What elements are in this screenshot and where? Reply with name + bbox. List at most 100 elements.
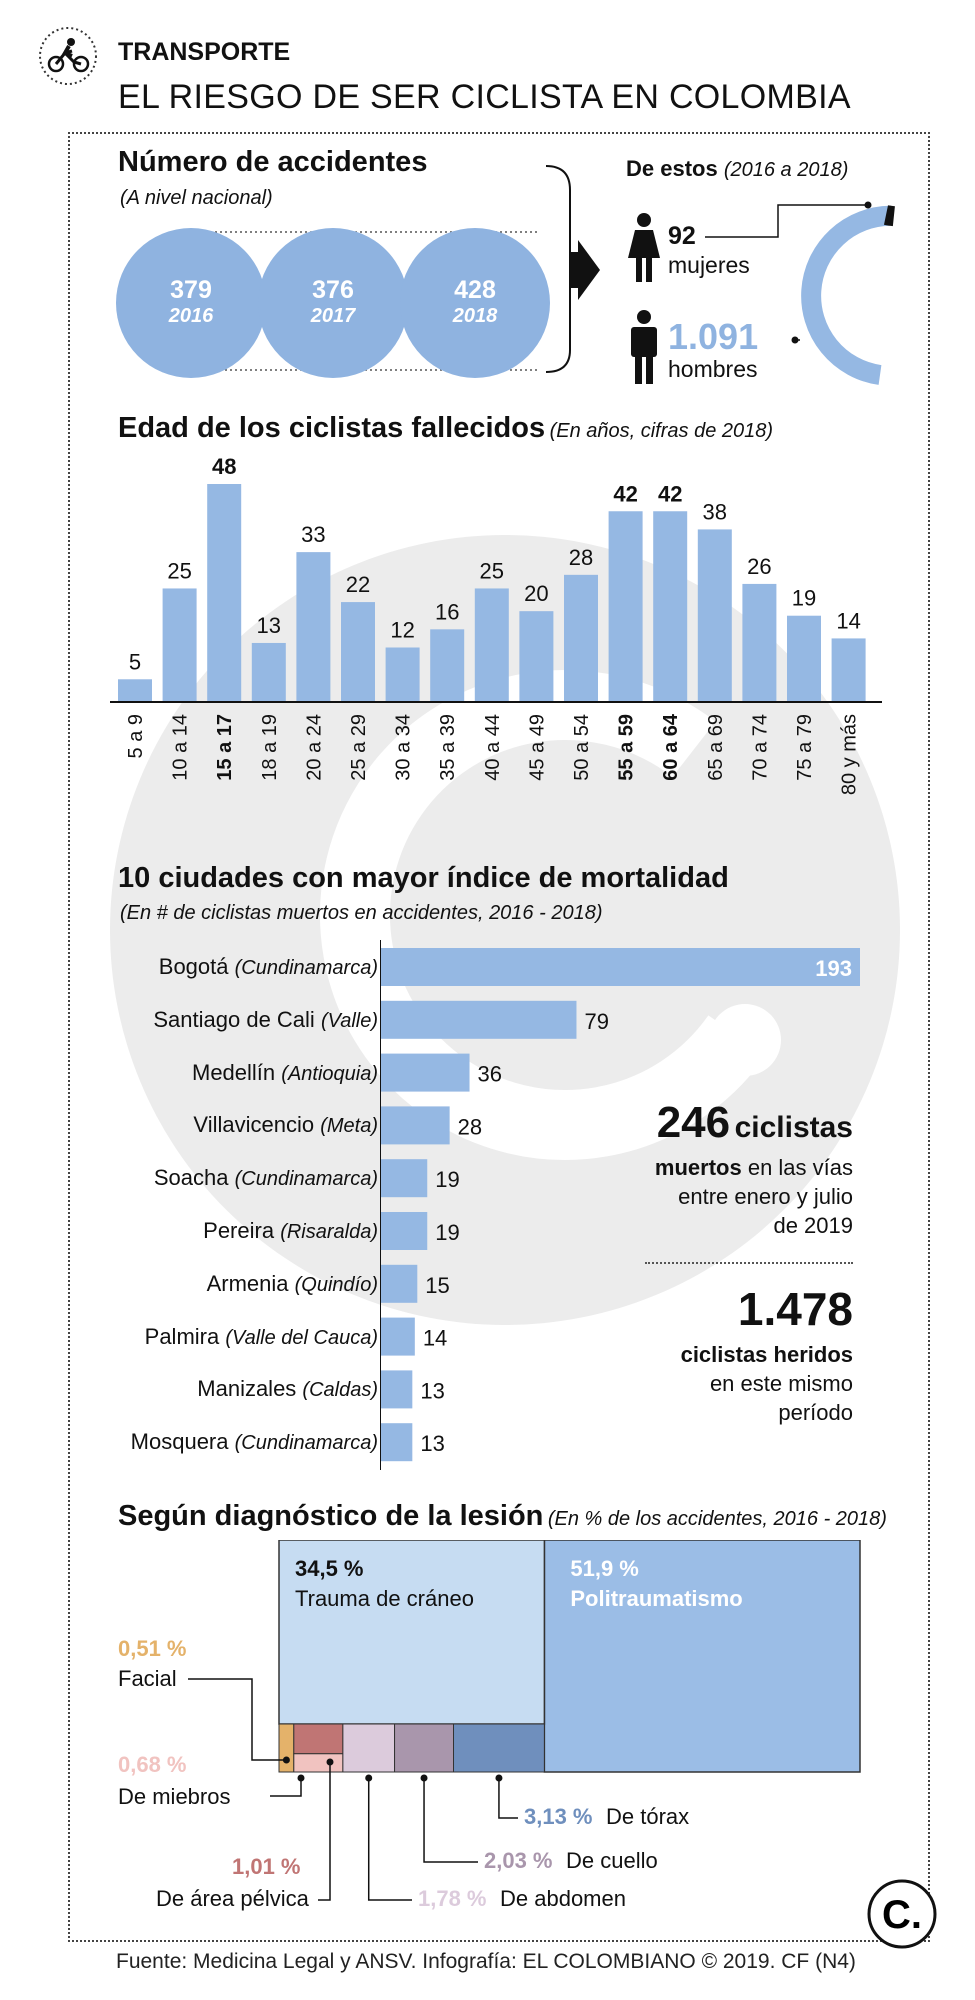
age-bar [251, 642, 286, 702]
woman-icon [628, 213, 660, 282]
treemap-label: Politraumatismo [570, 1586, 742, 1611]
gender-heading: De estos (2016 a 2018) [626, 156, 848, 182]
accidents-subtitle: (A nivel nacional) [120, 187, 273, 209]
dead-value: 246 [656, 1098, 731, 1147]
city-name: Santiago de Cali [153, 1006, 321, 1032]
city-province: (Valle) [320, 1009, 378, 1032]
callout-label: De tórax [606, 1804, 689, 1829]
city-label: Bogotá (Cundinamarca) [100, 954, 378, 980]
diagnosis-heading: Según diagnóstico de la lesión (En % de … [118, 1500, 887, 1533]
gender-period: (2016 a 2018) [723, 159, 849, 181]
el-colombiano-logo: C. [867, 1879, 937, 1949]
age-value-label: 48 [212, 454, 236, 479]
city-bar [380, 948, 860, 986]
city-bar [380, 1106, 450, 1145]
treemap-cell-pelvica [293, 1723, 344, 1755]
stats-divider [645, 1262, 853, 1264]
age-category-label: 18 a 19 [259, 714, 281, 781]
city-province: (Meta) [320, 1115, 378, 1138]
age-category-label: 70 a 74 [749, 714, 771, 781]
city-bar [380, 1370, 413, 1409]
age-value-label: 19 [792, 586, 816, 611]
city-bar [380, 1423, 413, 1462]
age-category-label: 40 a 44 [482, 714, 504, 781]
callout-label: Facial [118, 1666, 177, 1691]
city-bar [380, 1000, 577, 1039]
city-name: Manizales [197, 1376, 303, 1402]
man-icon [631, 310, 657, 384]
city-province: (Cundinamarca) [234, 1432, 378, 1455]
callout-label: De área pélvica [156, 1886, 310, 1911]
age-category-label: 30 a 34 [393, 714, 415, 781]
callout-pct: 2,03 % [484, 1848, 553, 1873]
treemap-pct: 51,9 % [570, 1556, 639, 1581]
callout-label: De cuello [566, 1848, 658, 1873]
treemap-label: Trauma de cráneo [295, 1586, 474, 1611]
city-value-label: 193 [815, 956, 852, 981]
treemap-cell-craneo [278, 1540, 546, 1725]
cities-bar-chart: 193 79 36 28 19 19 15 14 13 13 [380, 940, 860, 1470]
age-bar [608, 511, 643, 702]
city-bar [380, 1053, 470, 1092]
men-value: 1.091 [668, 316, 759, 357]
city-bar [380, 1212, 428, 1250]
accidents-title: Número de accidentes [118, 146, 428, 178]
age-category-label: 65 a 69 [705, 714, 727, 781]
age-chart-subtitle: (En años, cifras de 2018) [549, 420, 774, 442]
age-chart-heading: Edad de los ciclistas fallecidos (En año… [118, 412, 773, 445]
age-bar [430, 629, 465, 702]
watermark-logo [110, 535, 900, 1325]
age-value-label: 5 [129, 649, 141, 674]
age-value-label: 25 [480, 558, 504, 583]
callout-line [188, 1678, 287, 1761]
city-bar [380, 1159, 428, 1198]
age-category-label: 50 a 54 [571, 714, 593, 781]
callout-pct: 1,78 % [418, 1886, 487, 1911]
age-bar [564, 574, 598, 702]
women-label: mujeres [668, 252, 750, 278]
section-label: TRANSPORTE [118, 38, 291, 66]
age-category-label: 20 a 24 [303, 714, 325, 781]
age-category-label: 55 a 59 [616, 714, 638, 781]
accidents-circle-2018: 428 2018 [400, 228, 550, 378]
treemap-pct: 34,5 % [295, 1556, 364, 1581]
city-label: Manizales (Caldas) [100, 1376, 378, 1402]
age-value-label: 16 [435, 599, 459, 624]
age-category-label: 5 a 9 [125, 714, 147, 758]
age-category-label: 15 a 17 [214, 714, 236, 781]
age-value-label: 26 [747, 554, 771, 579]
injured-value: 1.478 [737, 1283, 853, 1335]
city-label: Soacha (Cundinamarca) [100, 1165, 378, 1191]
callout-dot [297, 1774, 305, 1782]
age-value-label: 13 [257, 613, 281, 638]
city-name: Bogotá [158, 954, 235, 979]
age-value-label: 22 [346, 572, 370, 597]
gender-title: De estos [626, 156, 718, 181]
city-province: (Caldas) [302, 1379, 378, 1402]
dead-line3: de 2019 [773, 1213, 853, 1238]
city-value-label: 28 [458, 1114, 482, 1139]
callout-line [498, 1778, 518, 1819]
dead-stat: 246 ciclistas [580, 1098, 853, 1148]
age-value-label: 12 [390, 618, 414, 643]
callout-label: De abdomen [500, 1886, 626, 1911]
diagnosis-title: Según diagnóstico de la lesión [118, 1500, 544, 1532]
age-value-label: 14 [836, 608, 860, 633]
women-value: 92 [668, 222, 696, 250]
injured-line2: en este mismo [709, 1371, 853, 1396]
city-name: Soacha [153, 1165, 235, 1191]
injured-line3: período [778, 1400, 853, 1425]
callout-pct: 0,68 % [118, 1752, 187, 1777]
callout-line [270, 1778, 302, 1797]
city-label: Santiago de Cali (Valle) [100, 1007, 378, 1033]
dead-line1-rest: en las vías [741, 1155, 853, 1180]
age-category-label: 45 a 49 [526, 714, 548, 781]
callout-dot [365, 1774, 373, 1782]
dead-line1-bold: muertos [654, 1155, 742, 1180]
age-bar [787, 615, 821, 702]
age-bar [296, 552, 331, 702]
men-label: hombres [668, 356, 758, 382]
city-value-label: 13 [420, 1378, 444, 1403]
diagnosis-treemap: 34,5 % Trauma de cráneo 51,9 % Politraumati… [118, 1540, 861, 1911]
city-province: (Risaralda) [280, 1221, 378, 1243]
